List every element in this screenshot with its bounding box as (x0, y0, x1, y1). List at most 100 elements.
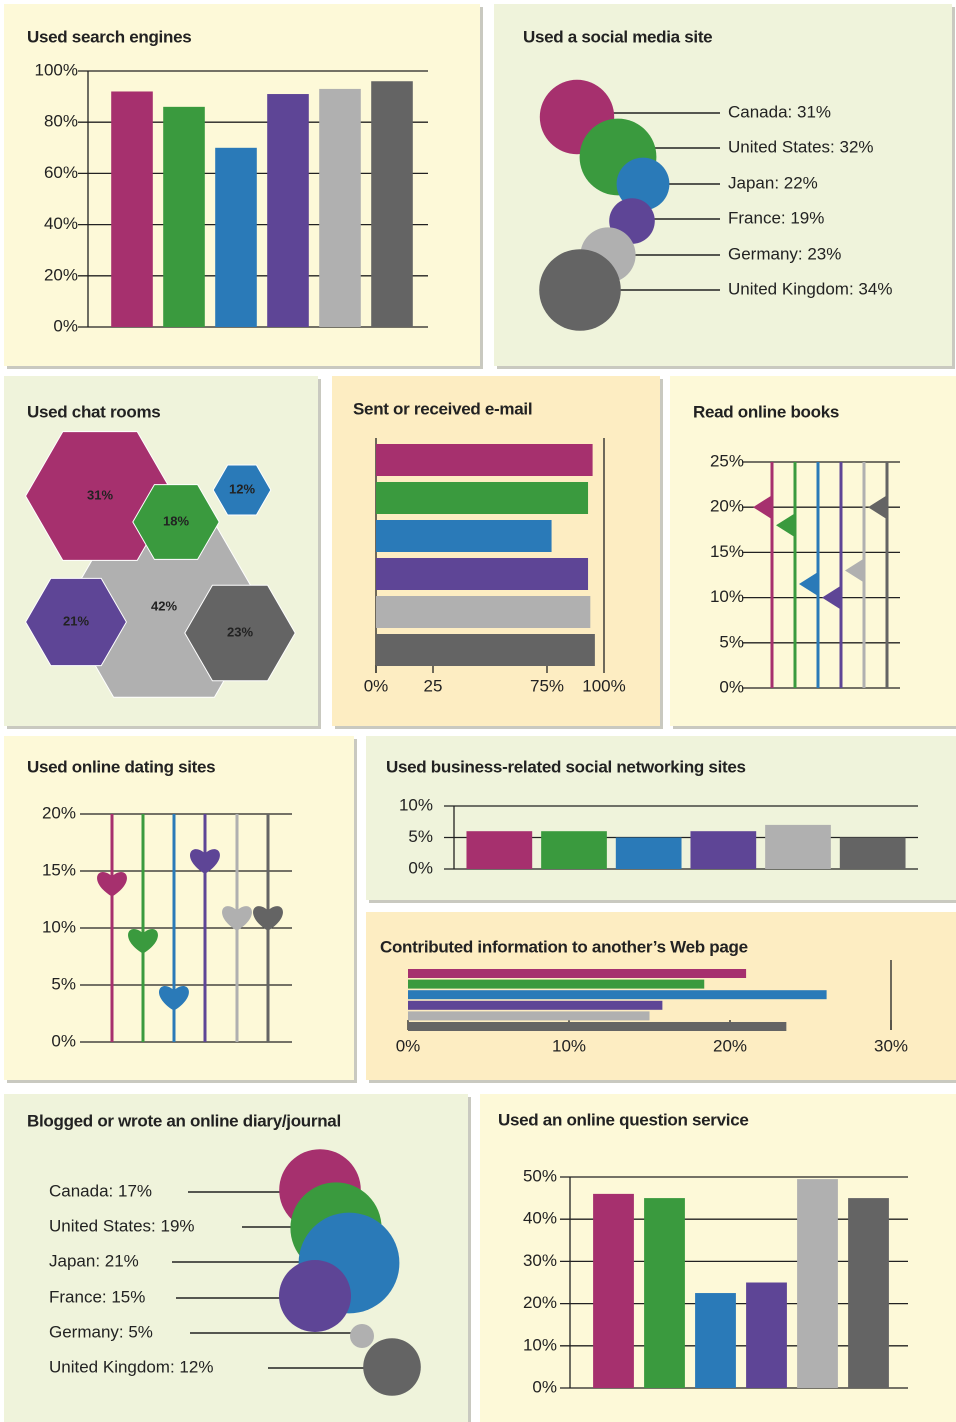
heart-marker (253, 906, 283, 931)
y-tick-label: 20% (42, 803, 76, 822)
y-tick-label: 10% (710, 587, 744, 606)
bubble (279, 1260, 351, 1332)
bubble-label: Japan: 22% (728, 173, 818, 192)
bubble (616, 157, 670, 211)
heart-marker (222, 906, 252, 931)
bar (839, 837, 906, 869)
chart-title: Contributed information to another’s Web… (380, 937, 748, 956)
bubble-label: France: 19% (728, 208, 824, 227)
bar (111, 91, 153, 327)
y-tick-label: 0% (53, 316, 78, 335)
y-tick-label: 30% (523, 1251, 557, 1270)
y-tick-label: 40% (44, 214, 78, 233)
hexagon-label: 31% (87, 487, 113, 502)
triangle-marker (753, 495, 772, 520)
y-tick-label: 100% (35, 60, 78, 79)
bar (319, 88, 361, 327)
y-tick-label: 0% (532, 1377, 557, 1396)
bubble (363, 1338, 421, 1396)
y-tick-label: 0% (719, 677, 744, 696)
bar (765, 824, 831, 869)
hexagon (212, 464, 272, 516)
hexagon (132, 484, 220, 560)
heart-marker (97, 871, 127, 897)
y-tick-label: 5% (408, 827, 433, 846)
hexagon (25, 577, 127, 667)
bar (408, 1022, 787, 1031)
x-tick-label: 100% (582, 676, 625, 695)
x-tick-label: 20% (713, 1036, 747, 1055)
x-tick-label: 30% (874, 1036, 908, 1055)
triangle-marker (845, 558, 864, 583)
chart-title: Blogged or wrote an online diary/journal (27, 1111, 341, 1130)
y-tick-label: 15% (42, 860, 76, 879)
y-tick-label: 0% (51, 1031, 76, 1050)
bar (215, 147, 257, 327)
y-tick-label: 10% (42, 917, 76, 936)
chart-title: Read online books (693, 402, 839, 421)
triangle-marker (822, 585, 841, 610)
bar (593, 1193, 634, 1388)
hexagon (184, 584, 296, 682)
x-tick-label: 75% (530, 676, 564, 695)
triangle-marker (799, 572, 818, 597)
bar (376, 634, 595, 666)
bubble-label: France: 15% (49, 1287, 145, 1306)
hexagon-label: 23% (227, 624, 253, 639)
x-tick-label: 25 (424, 676, 443, 695)
bubble-label: Japan: 21% (49, 1251, 139, 1270)
bar (408, 979, 705, 989)
x-tick-label: 0% (396, 1036, 421, 1055)
bar (408, 1011, 650, 1021)
chart-title: Used search engines (27, 27, 191, 46)
x-tick-label: 10% (552, 1036, 586, 1055)
y-tick-label: 15% (710, 542, 744, 561)
heart-marker (128, 928, 158, 954)
y-tick-label: 5% (719, 632, 744, 651)
panel (4, 736, 354, 1080)
bubble (539, 249, 621, 331)
y-tick-label: 0% (408, 858, 433, 877)
panel (670, 376, 956, 726)
hexagon-label: 21% (63, 613, 89, 628)
bar (376, 482, 589, 514)
bar (376, 520, 552, 552)
hexagon-label: 42% (151, 598, 177, 613)
y-tick-label: 20% (710, 497, 744, 516)
y-tick-label: 20% (523, 1293, 557, 1312)
panel (366, 736, 956, 900)
bar (376, 596, 591, 628)
bar (690, 831, 757, 869)
chart-title: Used business-related social networking … (386, 757, 746, 776)
y-tick-label: 10% (399, 795, 433, 814)
bar (466, 831, 533, 869)
heart-marker (190, 849, 220, 874)
x-tick-label: 0% (364, 676, 389, 695)
bubble (350, 1324, 374, 1348)
bubble-label: United States: 32% (728, 137, 874, 156)
bar (541, 831, 607, 869)
chart-title: Used a social media site (523, 27, 712, 46)
y-tick-label: 60% (44, 163, 78, 182)
bar (267, 94, 309, 327)
bar (695, 1293, 736, 1388)
hexagon-label: 12% (229, 481, 255, 496)
bubble-label: United States: 19% (49, 1216, 195, 1235)
y-tick-label: 5% (51, 974, 76, 993)
y-tick-label: 80% (44, 112, 78, 131)
hexagon-label: 18% (163, 513, 189, 528)
bar (746, 1282, 787, 1388)
bar (408, 969, 747, 978)
heart-marker (159, 985, 189, 1011)
chart-title: Sent or received e-mail (353, 399, 532, 418)
bubble-label: Germany: 5% (49, 1322, 153, 1341)
bubble-label: Canada: 31% (728, 102, 831, 121)
bar (797, 1179, 838, 1388)
bubble-label: Germany: 23% (728, 244, 841, 263)
chart-title: Used chat rooms (27, 402, 160, 421)
y-tick-label: 25% (710, 451, 744, 470)
bar (848, 1198, 889, 1388)
bar (615, 837, 682, 869)
bubble-label: United Kingdom: 34% (728, 279, 892, 298)
